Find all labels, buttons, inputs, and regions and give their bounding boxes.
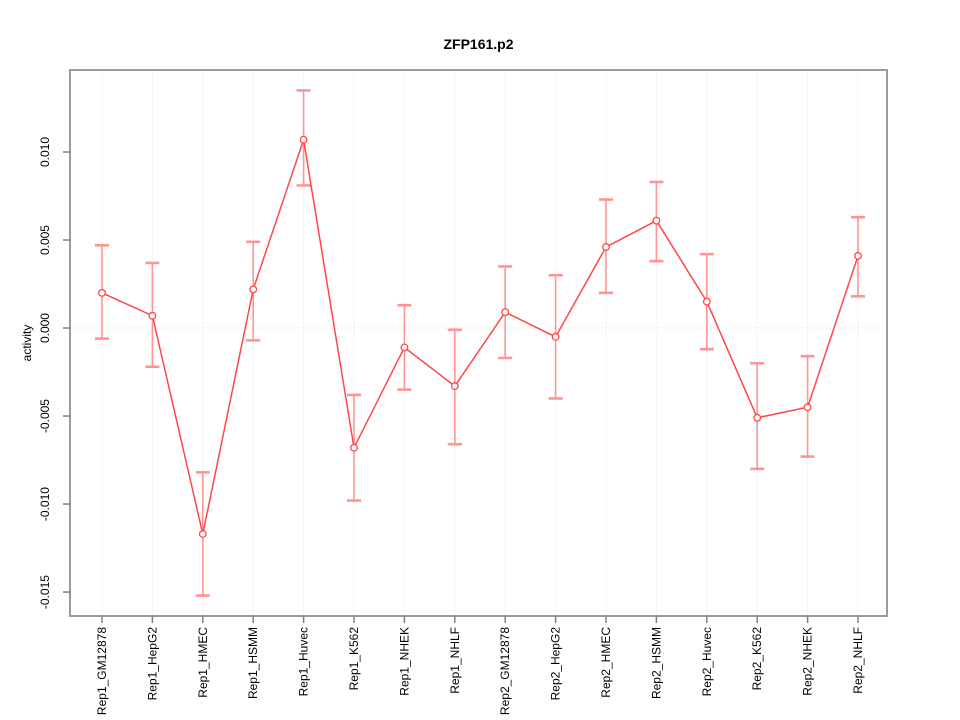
data-point xyxy=(803,403,812,412)
x-tick-label: Rep2_NHLF xyxy=(851,627,865,694)
data-point xyxy=(602,243,610,252)
plot-box xyxy=(69,69,888,617)
x-tick-label: Rep1_GM12878 xyxy=(95,627,109,715)
chart-title: ZFP161.p2 xyxy=(443,36,514,52)
data-point xyxy=(148,311,157,320)
data-point xyxy=(98,288,106,297)
data-point xyxy=(501,308,510,317)
data-point xyxy=(450,382,459,391)
x-tick-label: Rep2_GM12878 xyxy=(498,627,512,715)
y-tick-label: 0.000 xyxy=(38,313,52,343)
data-point xyxy=(400,343,409,352)
x-tick-label: Rep1_HepG2 xyxy=(145,627,159,701)
data-point xyxy=(299,135,308,144)
x-tick-label: Rep1_NHLF xyxy=(448,627,462,694)
x-tick-label: Rep2_HepG2 xyxy=(549,627,563,701)
y-tick-label: -0.010 xyxy=(38,487,52,521)
data-point xyxy=(652,216,661,225)
data-point xyxy=(702,297,711,306)
y-tick-label: -0.015 xyxy=(38,575,52,609)
data-point xyxy=(350,443,358,452)
data-point xyxy=(854,251,862,260)
x-tick-label: Rep1_HMEC xyxy=(196,627,210,698)
x-tick-label: Rep2_Huvec xyxy=(700,627,714,696)
x-tick-label: Rep2_HMEC xyxy=(599,627,613,698)
x-tick-label: Rep1_HSMM xyxy=(246,627,260,699)
x-tick-label: Rep1_NHEK xyxy=(397,627,411,696)
data-point xyxy=(249,285,258,294)
data-point xyxy=(551,332,560,341)
series-line xyxy=(101,139,859,535)
x-tick-label: Rep2_HSMM xyxy=(649,627,663,699)
y-axis-title: activity xyxy=(20,324,34,362)
x-tick-label: Rep2_NHEK xyxy=(801,627,815,696)
data-point xyxy=(198,530,207,538)
data-point xyxy=(753,413,762,422)
x-tick-label: Rep2_K562 xyxy=(750,627,764,691)
y-tick-label: 0.005 xyxy=(38,225,52,255)
x-tick-label: Rep1_Huvec xyxy=(297,627,311,696)
x-tick-label: Rep1_K562 xyxy=(347,627,361,691)
y-tick-label: 0.010 xyxy=(38,137,52,167)
y-tick-label: -0.005 xyxy=(38,399,52,433)
